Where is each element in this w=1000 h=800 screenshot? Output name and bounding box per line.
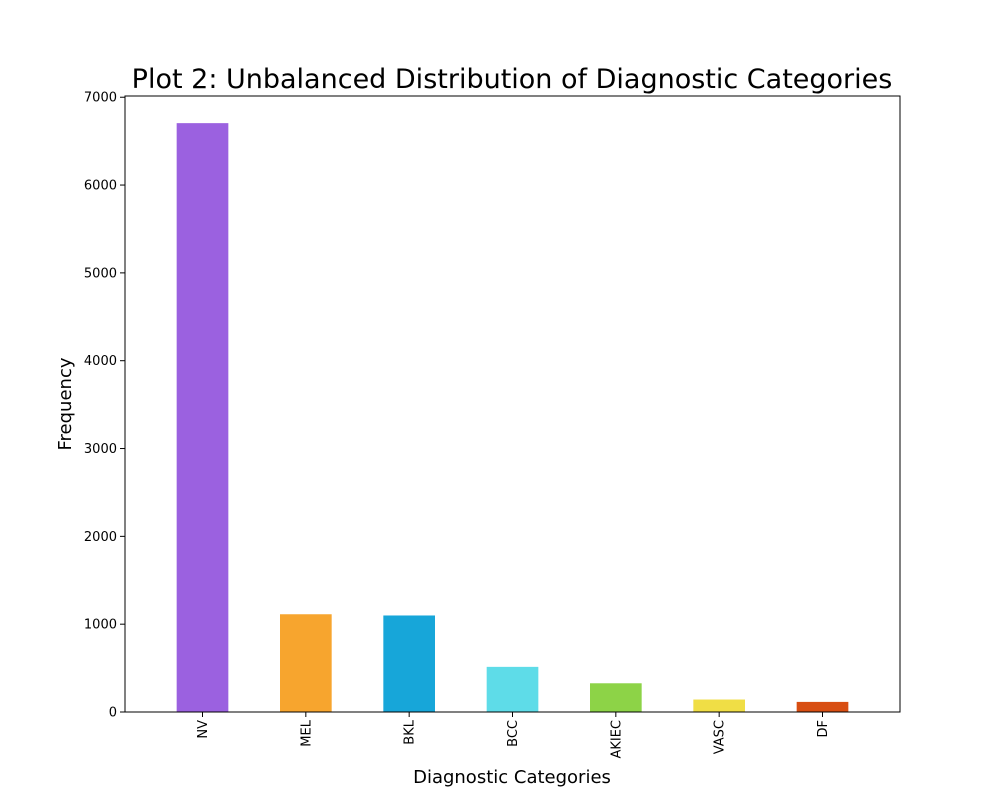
x-axis-label: Diagnostic Categories (413, 767, 611, 788)
x-tick-label-vasc: VASC (713, 720, 728, 754)
y-tick-label: 5000 (84, 266, 117, 281)
bar-mel (280, 614, 332, 712)
x-axis: NV MEL BKL BCC AKIEC VASC DF (196, 712, 831, 759)
y-tick-label: 7000 (84, 91, 117, 106)
bar-nv (176, 123, 229, 712)
y-tick-label: 1000 (84, 618, 117, 633)
bar-vasc (693, 699, 745, 712)
x-tick-label-mel: MEL (299, 719, 314, 746)
y-tick-label: 3000 (84, 442, 117, 457)
x-tick-label-nv: NV (196, 720, 211, 739)
axes-frame (124, 95, 901, 713)
x-tick-label-akiec: AKIEC (609, 720, 624, 759)
x-tick-label-df: DF (816, 720, 831, 738)
y-tick-label: 0 (109, 706, 117, 721)
bar-bkl (383, 615, 435, 712)
y-tick-label: 2000 (84, 530, 117, 545)
x-tick-label-bkl: BKL (403, 719, 418, 744)
plot-area (176, 123, 849, 712)
x-tick-label-bcc: BCC (506, 720, 521, 747)
chart-title: Plot 2: Unbalanced Distribution of Diagn… (132, 64, 893, 95)
y-axis: 0 1000 2000 3000 4000 5000 6000 7000 (84, 91, 125, 721)
y-tick-label: 6000 (84, 179, 117, 194)
bar-akiec (590, 683, 642, 712)
bar-bcc (486, 666, 539, 712)
y-tick-label: 4000 (84, 354, 117, 369)
bar-df (796, 701, 849, 712)
y-axis-label: Frequency (55, 357, 76, 450)
